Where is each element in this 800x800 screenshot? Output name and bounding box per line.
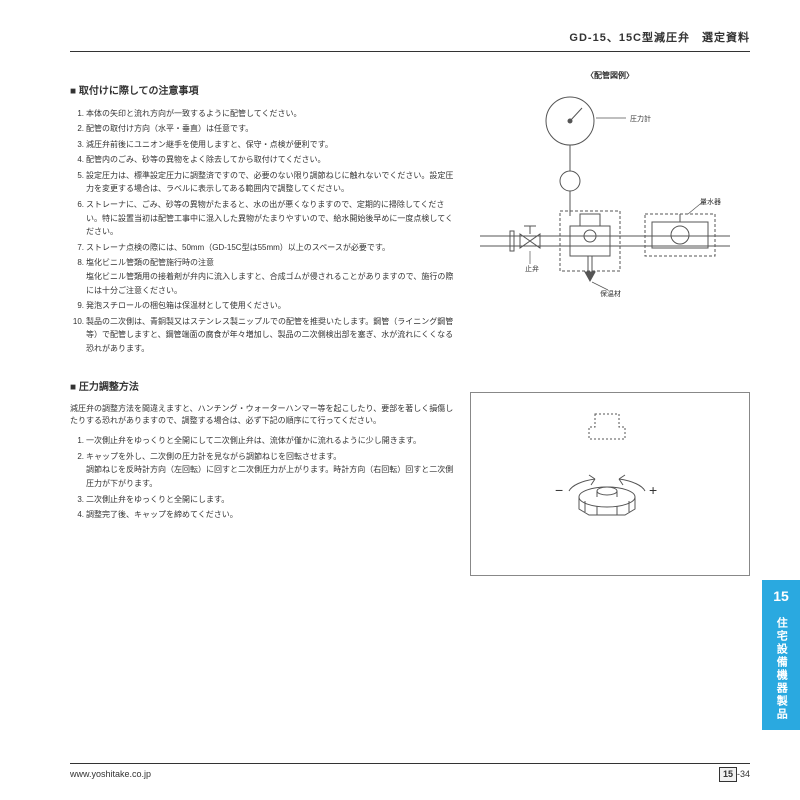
side-tab-number: 15 (762, 580, 800, 613)
list-item: 7.ストレーナ点検の際には、50mm（GD-15C型は55mm）以上のスペースが… (70, 241, 455, 255)
svg-text:−: − (555, 482, 563, 498)
list-item: 3.二次側止弁をゆっくりと全開にします。 (70, 493, 455, 507)
list-item: 9.発泡スチロールの梱包箱は保温材として使用ください。 (70, 299, 455, 313)
list-item: 2.配管の取付け方向（水平・垂直）は任意です。 (70, 122, 455, 136)
list-item: 4.配管内のごみ、砂等の異物をよく除去してから取付けてください。 (70, 153, 455, 167)
list-item: 6.ストレーナに、ごみ、砂等の異物がたまると、水の出が悪くなりますので、定期的に… (70, 198, 455, 239)
piping-diagram-column: 〈配管図例〉 (470, 70, 750, 358)
list-item: 4.調整完了後、キャップを締めてください。 (70, 508, 455, 522)
adjust-diagram-column: − + (470, 366, 750, 576)
label-insul: 保温材 (600, 289, 621, 298)
label-stop: 止弁 (525, 264, 539, 273)
svg-text:+: + (649, 482, 657, 498)
list-item: 5.設定圧力は、標準設定圧力に調整済ですので、必要のない限り調節ねじに触れないで… (70, 169, 455, 196)
list-item: 1.一次側止弁をゆっくりと全開にして二次側止弁は、流体が僅かに流れるように少し開… (70, 434, 455, 448)
side-tab: 15 住宅設備機器製品 (762, 580, 800, 730)
section1-heading: ■ 取付けに際しての注意事項 (70, 84, 455, 99)
list-item: 2.キャップを外し、二次側の圧力計を見ながら調節ねじを回転させます。調節ねじを反… (70, 450, 455, 491)
section2-heading: ■ 圧力調整方法 (70, 380, 455, 395)
adjustment-diagram: − + (477, 399, 737, 569)
section2-intro: 減圧弁の調整方法を間違えますと、ハンチング・ウォーターハンマー等を起こしたり、要… (70, 403, 455, 429)
diagram1-title: 〈配管図例〉 (470, 70, 750, 82)
footer-pagenum: 15-34 (719, 767, 750, 783)
list-item: 3.減圧弁前後にユニオン継手を使用しますと、保守・点検が便利です。 (70, 138, 455, 152)
list-item: 1.本体の矢印と流れ方向が一致するように配管してください。 (70, 107, 455, 121)
installation-notes: ■ 取付けに際しての注意事項 1.本体の矢印と流れ方向が一致するように配管してく… (70, 70, 455, 358)
piping-diagram: 圧力計 量水器 保温材 止弁 (470, 86, 740, 316)
list-item: 8.塩化ビニル管類の配管施行時の注意塩化ビニル管類用の接着剤が弁内に流入しますと… (70, 256, 455, 297)
pressure-adjust-notes: ■ 圧力調整方法 減圧弁の調整方法を間違えますと、ハンチング・ウォーターハンマー… (70, 366, 455, 576)
list-item: 10.製品の二次側は、青銅製又はステンレス製ニップルでの配管を推奨いたします。鋼… (70, 315, 455, 356)
page-footer: www.yoshitake.co.jp 15-34 (70, 763, 750, 783)
page-header-title: GD-15、15C型減圧弁 選定資料 (70, 30, 750, 52)
label-gauge: 圧力計 (630, 114, 651, 123)
side-tab-text: 住宅設備機器製品 (773, 617, 790, 721)
footer-url: www.yoshitake.co.jp (70, 768, 151, 782)
